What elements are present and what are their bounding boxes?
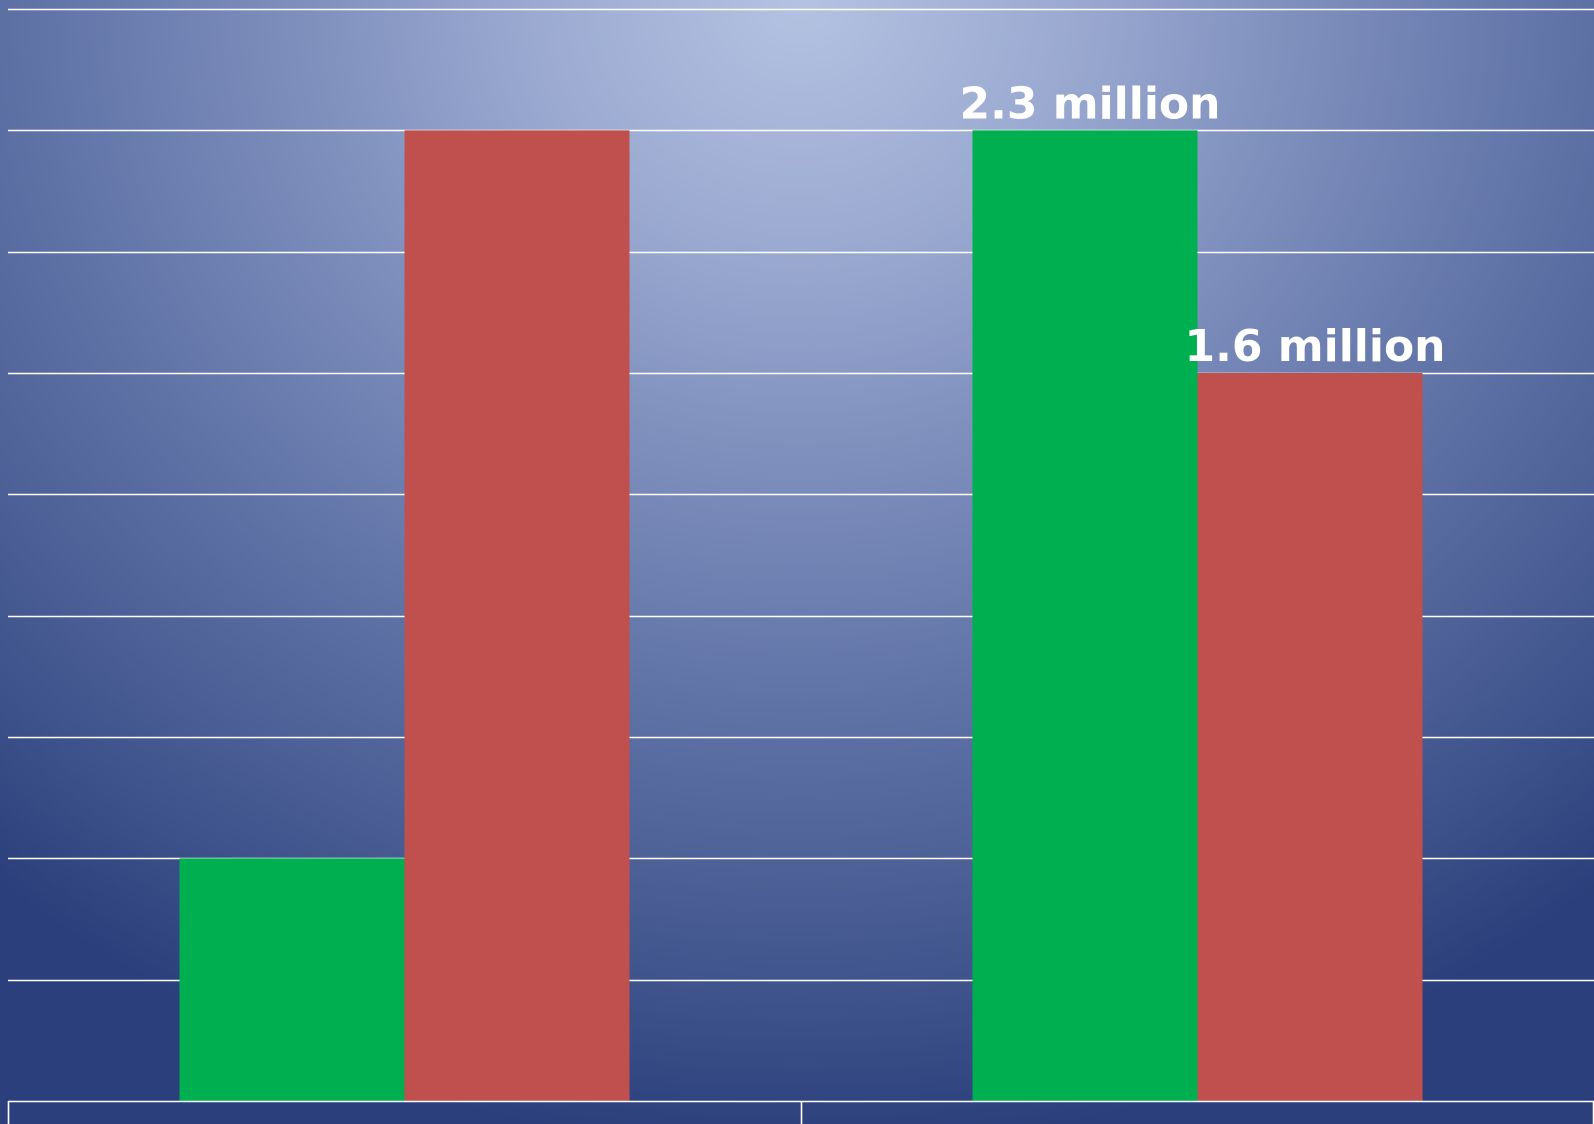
bar-series-2-category-2 [1197,373,1423,1101]
data-labels: 2.3 million 1.6 million [959,78,1445,372]
bar-series-1-category-2 [972,130,1198,1102]
data-label: 2.3 million [959,78,1220,129]
bars [179,130,1423,1102]
x-axis [7,1100,1594,1124]
bar-series-1-category-1 [179,858,405,1101]
data-label: 1.6 million [1185,321,1446,372]
bar-series-2-category-1 [404,130,630,1102]
